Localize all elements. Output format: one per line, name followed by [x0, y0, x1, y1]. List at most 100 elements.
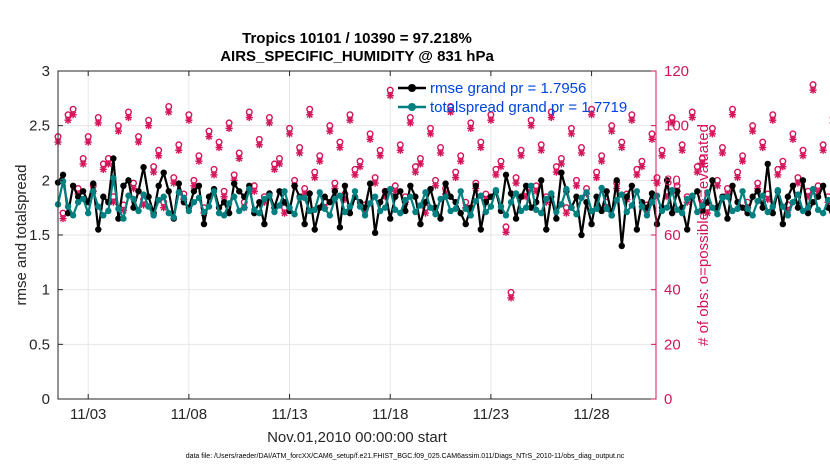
spread-point — [668, 186, 676, 194]
x-tick-label: 11/28 — [573, 406, 609, 423]
spread-point — [794, 191, 802, 198]
spread-point — [568, 204, 575, 211]
spread-point — [190, 199, 198, 206]
spread-point — [437, 195, 444, 203]
spread-point — [432, 211, 439, 218]
y2-ticks: 0 20 40 60 80 100 120 — [651, 63, 689, 408]
spread-point — [195, 194, 203, 202]
rmse-point — [517, 193, 525, 200]
evaluated-obs-point — [487, 116, 495, 124]
spread-point — [180, 194, 188, 202]
spread-point — [291, 211, 298, 218]
spread-point — [230, 193, 238, 200]
x-tick-label: 11/18 — [372, 406, 408, 423]
evaluated-obs-point — [693, 168, 701, 176]
y-tick-label: 2.5 — [29, 118, 50, 135]
evaluated-obs-point — [738, 157, 747, 165]
rmse-point — [110, 155, 117, 162]
rmse-point — [538, 177, 545, 184]
spread-point — [663, 204, 671, 211]
spread-point — [527, 182, 535, 189]
rmse-point — [381, 188, 389, 195]
spread-point — [774, 186, 782, 194]
evaluated-obs-point — [411, 168, 419, 176]
spread-point — [487, 203, 495, 210]
rmse-point — [764, 160, 771, 168]
rmse-point — [729, 182, 736, 189]
spread-point — [678, 209, 686, 217]
spread-point — [613, 196, 620, 204]
spread-point — [241, 204, 248, 211]
spread-point — [563, 185, 570, 193]
spread-point — [331, 195, 339, 203]
spread-point — [608, 212, 615, 219]
evaluated-obs-point — [275, 160, 284, 168]
legend-rmse-label: rmse grand pr = 1.7956 — [430, 80, 586, 97]
spread-point — [512, 190, 520, 197]
evaluated-obs-point — [64, 116, 72, 124]
spread-point — [734, 205, 741, 212]
rmse-point — [407, 182, 414, 189]
y2-axis-label: # of obs: o=possible; *=evaluated — [695, 124, 712, 346]
evaluated-obs-point — [205, 133, 213, 141]
rmse-point — [145, 193, 152, 200]
evaluated-obs-point — [562, 209, 571, 217]
spread-point — [593, 205, 600, 212]
spread-point — [744, 205, 751, 212]
evaluated-obs-point — [195, 157, 203, 165]
evaluated-obs-point — [608, 127, 616, 135]
spread-point — [261, 195, 268, 203]
spread-point — [135, 207, 142, 215]
rmse-point — [442, 180, 449, 187]
evaluated-obs-point — [477, 143, 485, 152]
rmse-point — [341, 182, 349, 189]
spread-point — [477, 192, 485, 199]
spread-point — [130, 195, 137, 203]
evaluated-obs-point — [809, 86, 817, 94]
evaluated-obs-point — [436, 149, 445, 157]
spread-point — [155, 196, 162, 204]
evaluated-obs-point — [749, 127, 757, 135]
spread-point — [543, 195, 550, 203]
evaluated-obs-point — [94, 119, 102, 127]
evaluated-obs-point — [708, 130, 716, 138]
spread-point — [452, 205, 459, 212]
evaluated-obs-point — [185, 116, 193, 124]
spread-point — [628, 202, 636, 209]
evaluated-obs-point — [356, 163, 364, 171]
evaluated-obs-point — [577, 149, 586, 157]
x-tick-label: 11/23 — [473, 406, 509, 423]
spread-point — [417, 202, 424, 209]
spread-point — [532, 206, 540, 214]
evaluated-obs-point — [270, 165, 279, 173]
spread-point — [120, 215, 127, 222]
spread-point — [784, 212, 792, 219]
evaluated-obs-point — [567, 130, 576, 138]
rmse-point — [331, 188, 339, 195]
y-tick-label: 1.5 — [29, 227, 50, 244]
evaluated-obs-point — [109, 198, 117, 206]
rmse-point — [140, 164, 147, 171]
y2-tick-label: 40 — [664, 282, 681, 299]
spread-point — [442, 193, 449, 200]
spread-point — [799, 207, 807, 215]
spread-point — [824, 196, 830, 204]
y-ticks: 0 0.5 1 1.5 2 2.5 3 — [29, 63, 63, 408]
rmse-point — [130, 204, 137, 211]
rmse-point — [628, 182, 636, 189]
spread-point — [351, 188, 359, 195]
evaluated-obs-point — [150, 168, 158, 176]
evaluated-obs-point — [235, 154, 243, 163]
evaluated-obs-point — [447, 108, 455, 116]
evaluated-obs-point — [406, 119, 414, 127]
rmse-point — [618, 242, 625, 250]
evaluated-obs-point — [265, 119, 274, 127]
spread-point — [714, 211, 721, 218]
rmse-point — [789, 182, 797, 189]
rmse-point — [512, 215, 520, 222]
spread-point — [150, 212, 157, 219]
rmse-point — [779, 220, 787, 228]
spread-point — [689, 192, 696, 199]
spread-point — [517, 207, 525, 215]
rmse-point — [69, 182, 77, 189]
